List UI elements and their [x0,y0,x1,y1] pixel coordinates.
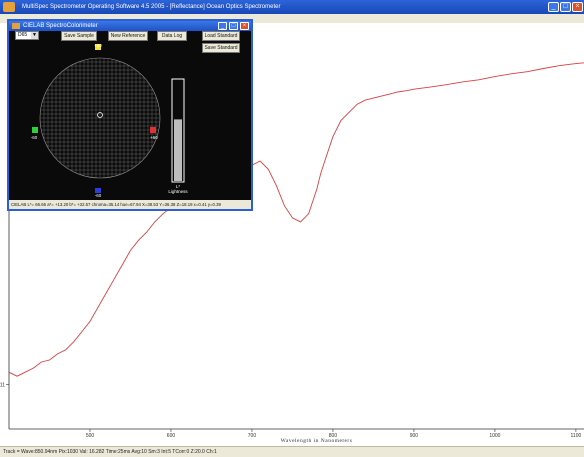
app-icon [3,2,15,12]
illuminant-select[interactable]: D65 ▼ [15,31,39,40]
colorimeter-toolbar: D65 ▼ Save Sample New Reference Data Log… [9,31,251,53]
load-standard-button[interactable]: Load Standard [202,31,240,41]
x-tick-label: 600 [167,433,176,439]
red-axis-tag [150,127,156,133]
lightness-bar-frame [171,78,185,183]
colorimeter-window: CIELAB SpectroColorimeter _ □ × D65 ▼ Sa… [7,19,253,211]
yellow-axis-tag [95,44,101,50]
colorimeter-icon [12,23,20,29]
chevron-down-icon[interactable]: ▼ [31,32,38,39]
x-tick-label: 1100 [571,433,582,439]
x-tick-label: 500 [86,433,95,439]
color-space-panel [32,44,185,193]
spectrum-chart: 500 600 700 800 900 1000 1100 11 Wavelength in N… [0,23,584,444]
colorimeter-titlebar[interactable]: CIELAB SpectroColorimeter _ □ × [9,21,251,31]
bottom-axis-value: -60 [94,193,102,198]
save-sample-button[interactable]: Save Sample [61,31,97,41]
colorimeter-status-bar: CIELAB L*= 66.66 a*= +13.20 b*= +32.57 c… [9,200,251,209]
data-log-button[interactable]: Data Log [157,31,187,41]
left-axis-value: -60 [30,135,38,140]
x-tick-label: 800 [329,433,338,439]
status-bar-text: Track = Wave:850.94nm Pix:1030 Val: 16.2… [3,449,217,455]
illuminant-value: D65 [18,32,28,38]
colorimeter-status-text: CIELAB L*= 66.66 a*= +13.20 b*= +32.57 c… [11,202,221,207]
lightness-caption: Lightness [168,189,188,194]
x-tick-label: 900 [410,433,419,439]
colorimeter-minimize-button[interactable]: _ [218,22,227,30]
top-axis-value: +60 [94,43,102,48]
minimize-button[interactable]: _ [548,2,559,12]
new-reference-button[interactable]: New Reference [108,31,148,41]
ab-color-grid [39,57,161,179]
colorimeter-maximize-button[interactable]: □ [229,22,238,30]
blue-axis-tag [95,188,101,193]
x-tick-label: 1000 [489,433,500,439]
right-axis-value: +60 [150,135,158,140]
lightness-symbol: L* [175,184,181,189]
main-window-title: MultiSpec Spectrometer Operating Softwar… [22,4,281,10]
main-window-titlebar: MultiSpec Spectrometer Operating Softwar… [0,0,584,14]
sample-point-marker [97,112,103,118]
colorimeter-close-button[interactable]: × [240,22,249,30]
save-standard-button[interactable]: Save Standard [202,43,240,53]
colorimeter-title: CIELAB SpectroColorimeter [23,23,98,29]
y-tick-label: 11 [0,382,5,388]
green-axis-tag [32,127,38,133]
x-axis-label: Wavelength in Nanometers [281,438,353,444]
maximize-button[interactable]: □ [560,2,571,12]
lightness-bar-fill [174,119,182,181]
x-tick-label: 700 [248,433,257,439]
status-bar: Track = Wave:850.94nm Pix:1030 Val: 16.2… [0,446,584,457]
reflectance-series-line [8,62,584,377]
close-button[interactable]: × [572,2,583,12]
